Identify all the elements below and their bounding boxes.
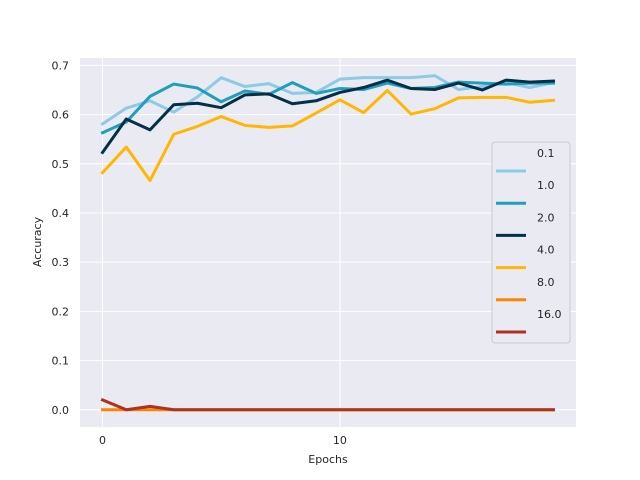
y-tick-label: 0.5 [52, 158, 70, 171]
series-line-2.0 [100, 78, 556, 155]
y-tick-label: 0.1 [52, 355, 70, 368]
legend-label: 8.0 [537, 276, 555, 289]
series-lines [100, 74, 556, 412]
series-line-16.0 [100, 397, 555, 412]
x-tick-label: 10 [333, 434, 347, 447]
series-line-1.0 [100, 80, 555, 135]
y-axis-label: Accuracy [31, 216, 44, 267]
y-tick-labels: 0.0 0.1 0.2 0.3 0.4 0.5 0.6 0.7 [52, 59, 70, 416]
legend: 0.1 1.0 2.0 4.0 8.0 16.0 [491, 141, 571, 344]
y-tick-label: 0.4 [52, 207, 70, 220]
x-tick-labels: 0 10 [99, 434, 347, 447]
legend-label: 1.0 [537, 179, 555, 192]
legend-frame [491, 141, 571, 344]
legend-label: 0.1 [537, 147, 555, 160]
y-tick-label: 0.0 [52, 404, 70, 417]
series-line-0.1 [100, 74, 556, 127]
y-tick-label: 0.2 [52, 305, 70, 318]
x-axis-label: Epochs [308, 453, 348, 466]
x-tick-label: 0 [99, 434, 106, 447]
series-line-4.0 [100, 88, 556, 183]
legend-label: 2.0 [537, 211, 555, 224]
y-tick-label: 0.6 [52, 109, 70, 122]
legend-label: 16.0 [537, 308, 562, 321]
y-tick-label: 0.3 [52, 256, 70, 269]
legend-label: 4.0 [537, 244, 555, 257]
grid-lines [80, 58, 576, 427]
y-tick-label: 0.7 [52, 59, 70, 72]
